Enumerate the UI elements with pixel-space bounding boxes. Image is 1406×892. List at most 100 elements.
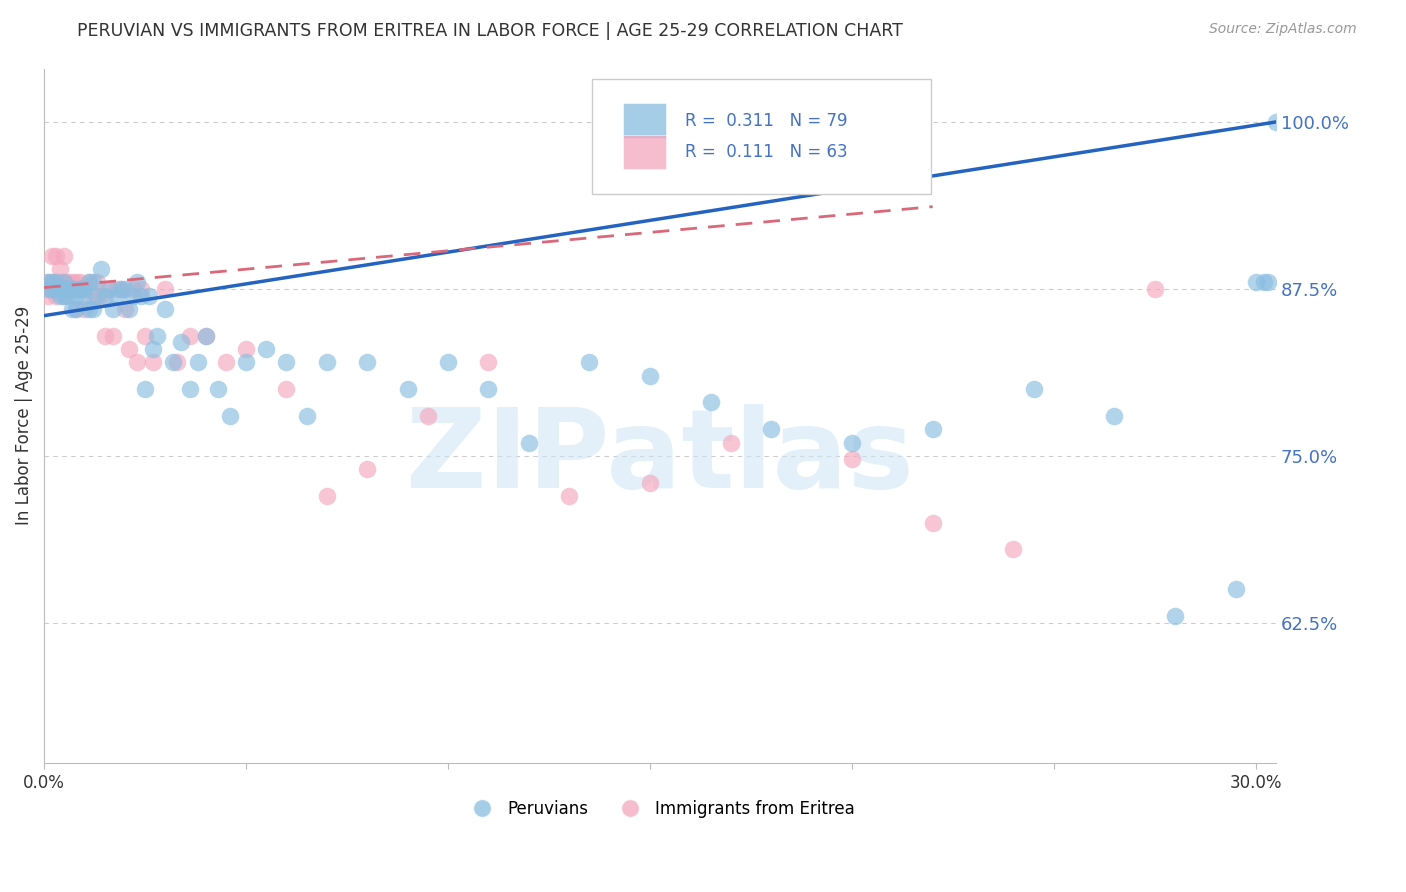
Point [41, 282, 63, 296]
Point [86, 275, 108, 289]
Point [118, 342, 141, 356]
Point [315, 355, 337, 369]
Point [73, 282, 96, 296]
Point [219, 409, 242, 423]
Point [638, 368, 661, 383]
Point [45, 282, 67, 296]
Point [1225, 582, 1247, 597]
Text: R =  0.111   N = 63: R = 0.111 N = 63 [685, 143, 848, 161]
Point [437, 355, 460, 369]
Point [41, 282, 63, 296]
Point [53, 248, 76, 262]
Point [315, 489, 337, 503]
Point [1002, 542, 1025, 557]
Point [118, 301, 141, 316]
Point [166, 355, 188, 369]
Point [65, 288, 87, 302]
Point [1143, 282, 1166, 296]
Point [477, 355, 499, 369]
Point [1022, 382, 1045, 396]
Point [49, 282, 72, 296]
Point [37, 275, 59, 289]
Point [45, 282, 67, 296]
Point [49, 282, 72, 296]
Point [155, 301, 177, 316]
Point [45, 282, 67, 296]
Point [1253, 275, 1275, 289]
Point [720, 435, 742, 450]
Point [77, 275, 100, 289]
Point [1244, 275, 1267, 289]
Point [134, 382, 156, 396]
Point [122, 288, 145, 302]
Point [93, 288, 115, 302]
Point [58, 282, 80, 296]
Point [207, 382, 229, 396]
Point [53, 288, 76, 302]
Point [162, 355, 184, 369]
FancyBboxPatch shape [592, 78, 931, 194]
Point [45, 275, 67, 289]
Point [49, 282, 72, 296]
Point [578, 355, 600, 369]
Point [142, 355, 165, 369]
Point [53, 282, 76, 296]
Point [53, 275, 76, 289]
Point [558, 489, 581, 503]
Point [65, 282, 87, 296]
Point [921, 516, 943, 530]
Point [105, 282, 128, 296]
Point [77, 275, 100, 289]
Point [179, 328, 201, 343]
Point [90, 288, 112, 302]
Point [69, 275, 91, 289]
Point [921, 422, 943, 436]
Point [254, 342, 277, 356]
Point [194, 328, 217, 343]
Bar [623, 135, 666, 169]
Point [49, 288, 72, 302]
Point [416, 409, 439, 423]
Point [53, 282, 76, 296]
Point [146, 328, 169, 343]
Point [101, 301, 124, 316]
Point [179, 382, 201, 396]
Y-axis label: In Labor Force | Age 25-29: In Labor Force | Age 25-29 [15, 306, 32, 525]
Point [235, 355, 257, 369]
Point [134, 328, 156, 343]
Point [49, 275, 72, 289]
Point [58, 282, 80, 296]
Point [60, 301, 83, 316]
Point [77, 301, 100, 316]
Point [356, 355, 378, 369]
Point [82, 288, 104, 302]
Point [69, 282, 91, 296]
Point [276, 382, 298, 396]
Point [841, 435, 863, 450]
Point [82, 275, 104, 289]
Point [1164, 609, 1187, 624]
Point [125, 275, 148, 289]
Point [97, 282, 120, 296]
Point [295, 409, 318, 423]
Point [114, 282, 136, 296]
Point [53, 275, 76, 289]
Point [53, 282, 76, 296]
Point [759, 422, 782, 436]
Point [114, 301, 136, 316]
Point [45, 248, 67, 262]
Point [65, 301, 87, 316]
Point [60, 282, 83, 296]
Point [215, 355, 238, 369]
Point [49, 282, 72, 296]
Point [53, 288, 76, 302]
Point [125, 355, 148, 369]
Point [60, 282, 83, 296]
Point [45, 288, 67, 302]
Point [58, 275, 80, 289]
Point [73, 282, 96, 296]
Text: Source: ZipAtlas.com: Source: ZipAtlas.com [1209, 22, 1357, 37]
Text: ZIPatlas: ZIPatlas [406, 404, 914, 511]
Bar [623, 103, 666, 138]
Point [396, 382, 419, 396]
